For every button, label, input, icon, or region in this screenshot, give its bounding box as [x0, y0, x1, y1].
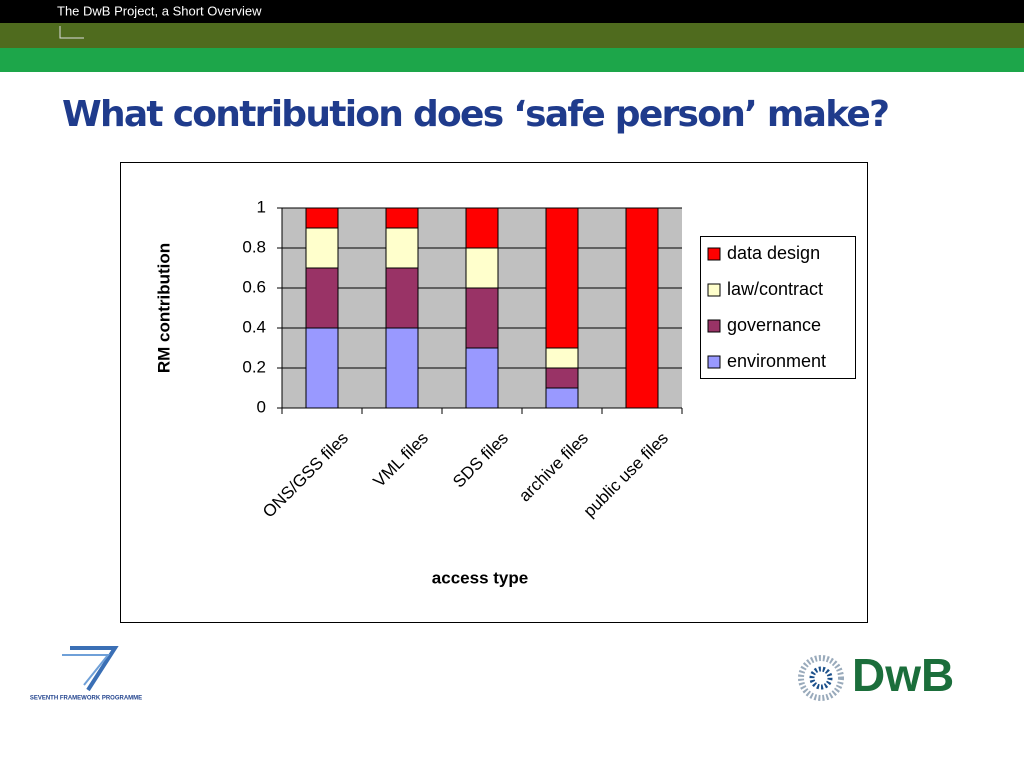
bar-segment — [545, 367, 579, 389]
corner-mark — [59, 26, 84, 39]
bar-segment — [385, 327, 419, 409]
bar-segment — [465, 207, 499, 249]
bar-segment — [305, 207, 339, 229]
header-band — [0, 48, 1024, 72]
bar-segment — [625, 207, 659, 409]
header-bar — [0, 0, 1024, 23]
fp7-logo: SEVENTH FRAMEWORK PROGRAMME — [30, 646, 142, 702]
legend-label: data design — [727, 243, 820, 263]
y-tick-label: 0.8 — [242, 237, 266, 256]
y-tick-label: 1 — [257, 197, 266, 216]
y-tick-label: 0.4 — [242, 317, 266, 336]
bar-segment — [385, 227, 419, 269]
header-band — [0, 23, 1024, 48]
y-tick-label: 0.6 — [242, 277, 266, 296]
legend-swatch — [707, 283, 721, 297]
legend-label: environment — [727, 351, 826, 371]
legend-box — [700, 236, 856, 379]
bar-segment — [385, 207, 419, 229]
bar-segment — [465, 287, 499, 349]
bar-segment — [385, 267, 419, 329]
legend-swatch — [707, 355, 721, 369]
dwb-icon — [798, 655, 844, 701]
bar-segment — [305, 267, 339, 329]
bar-segment — [305, 327, 339, 409]
fp7-icon — [70, 646, 119, 692]
bar-segment — [545, 207, 579, 349]
y-axis-title: RM contribution — [154, 243, 173, 373]
y-tick-label: 0.2 — [242, 357, 266, 376]
legend-swatch — [707, 247, 721, 261]
dwb-text: DwB — [852, 649, 954, 701]
bar-segment — [305, 227, 339, 269]
bar-segment — [465, 247, 499, 289]
legend-label: governance — [727, 315, 821, 335]
legend-label: law/contract — [727, 279, 823, 299]
slide-title: What contribution does ‘safe person’ mak… — [62, 94, 890, 135]
y-tick-label: 0 — [257, 397, 266, 416]
dwb-logo: DwB — [798, 649, 954, 701]
dwb-icon — [809, 666, 833, 690]
bar-segment — [545, 387, 579, 409]
legend: environment governance law/contract data de… — [700, 236, 856, 379]
x-axis-title: access type — [432, 568, 528, 587]
bar-segment — [465, 347, 499, 409]
fp7-text: SEVENTH FRAMEWORK PROGRAMME — [30, 696, 142, 702]
fp7-icon — [62, 654, 111, 686]
legend-swatch — [707, 319, 721, 333]
bar-segment — [545, 347, 579, 369]
header-text: The DwB Project, a Short Overview — [57, 3, 262, 18]
